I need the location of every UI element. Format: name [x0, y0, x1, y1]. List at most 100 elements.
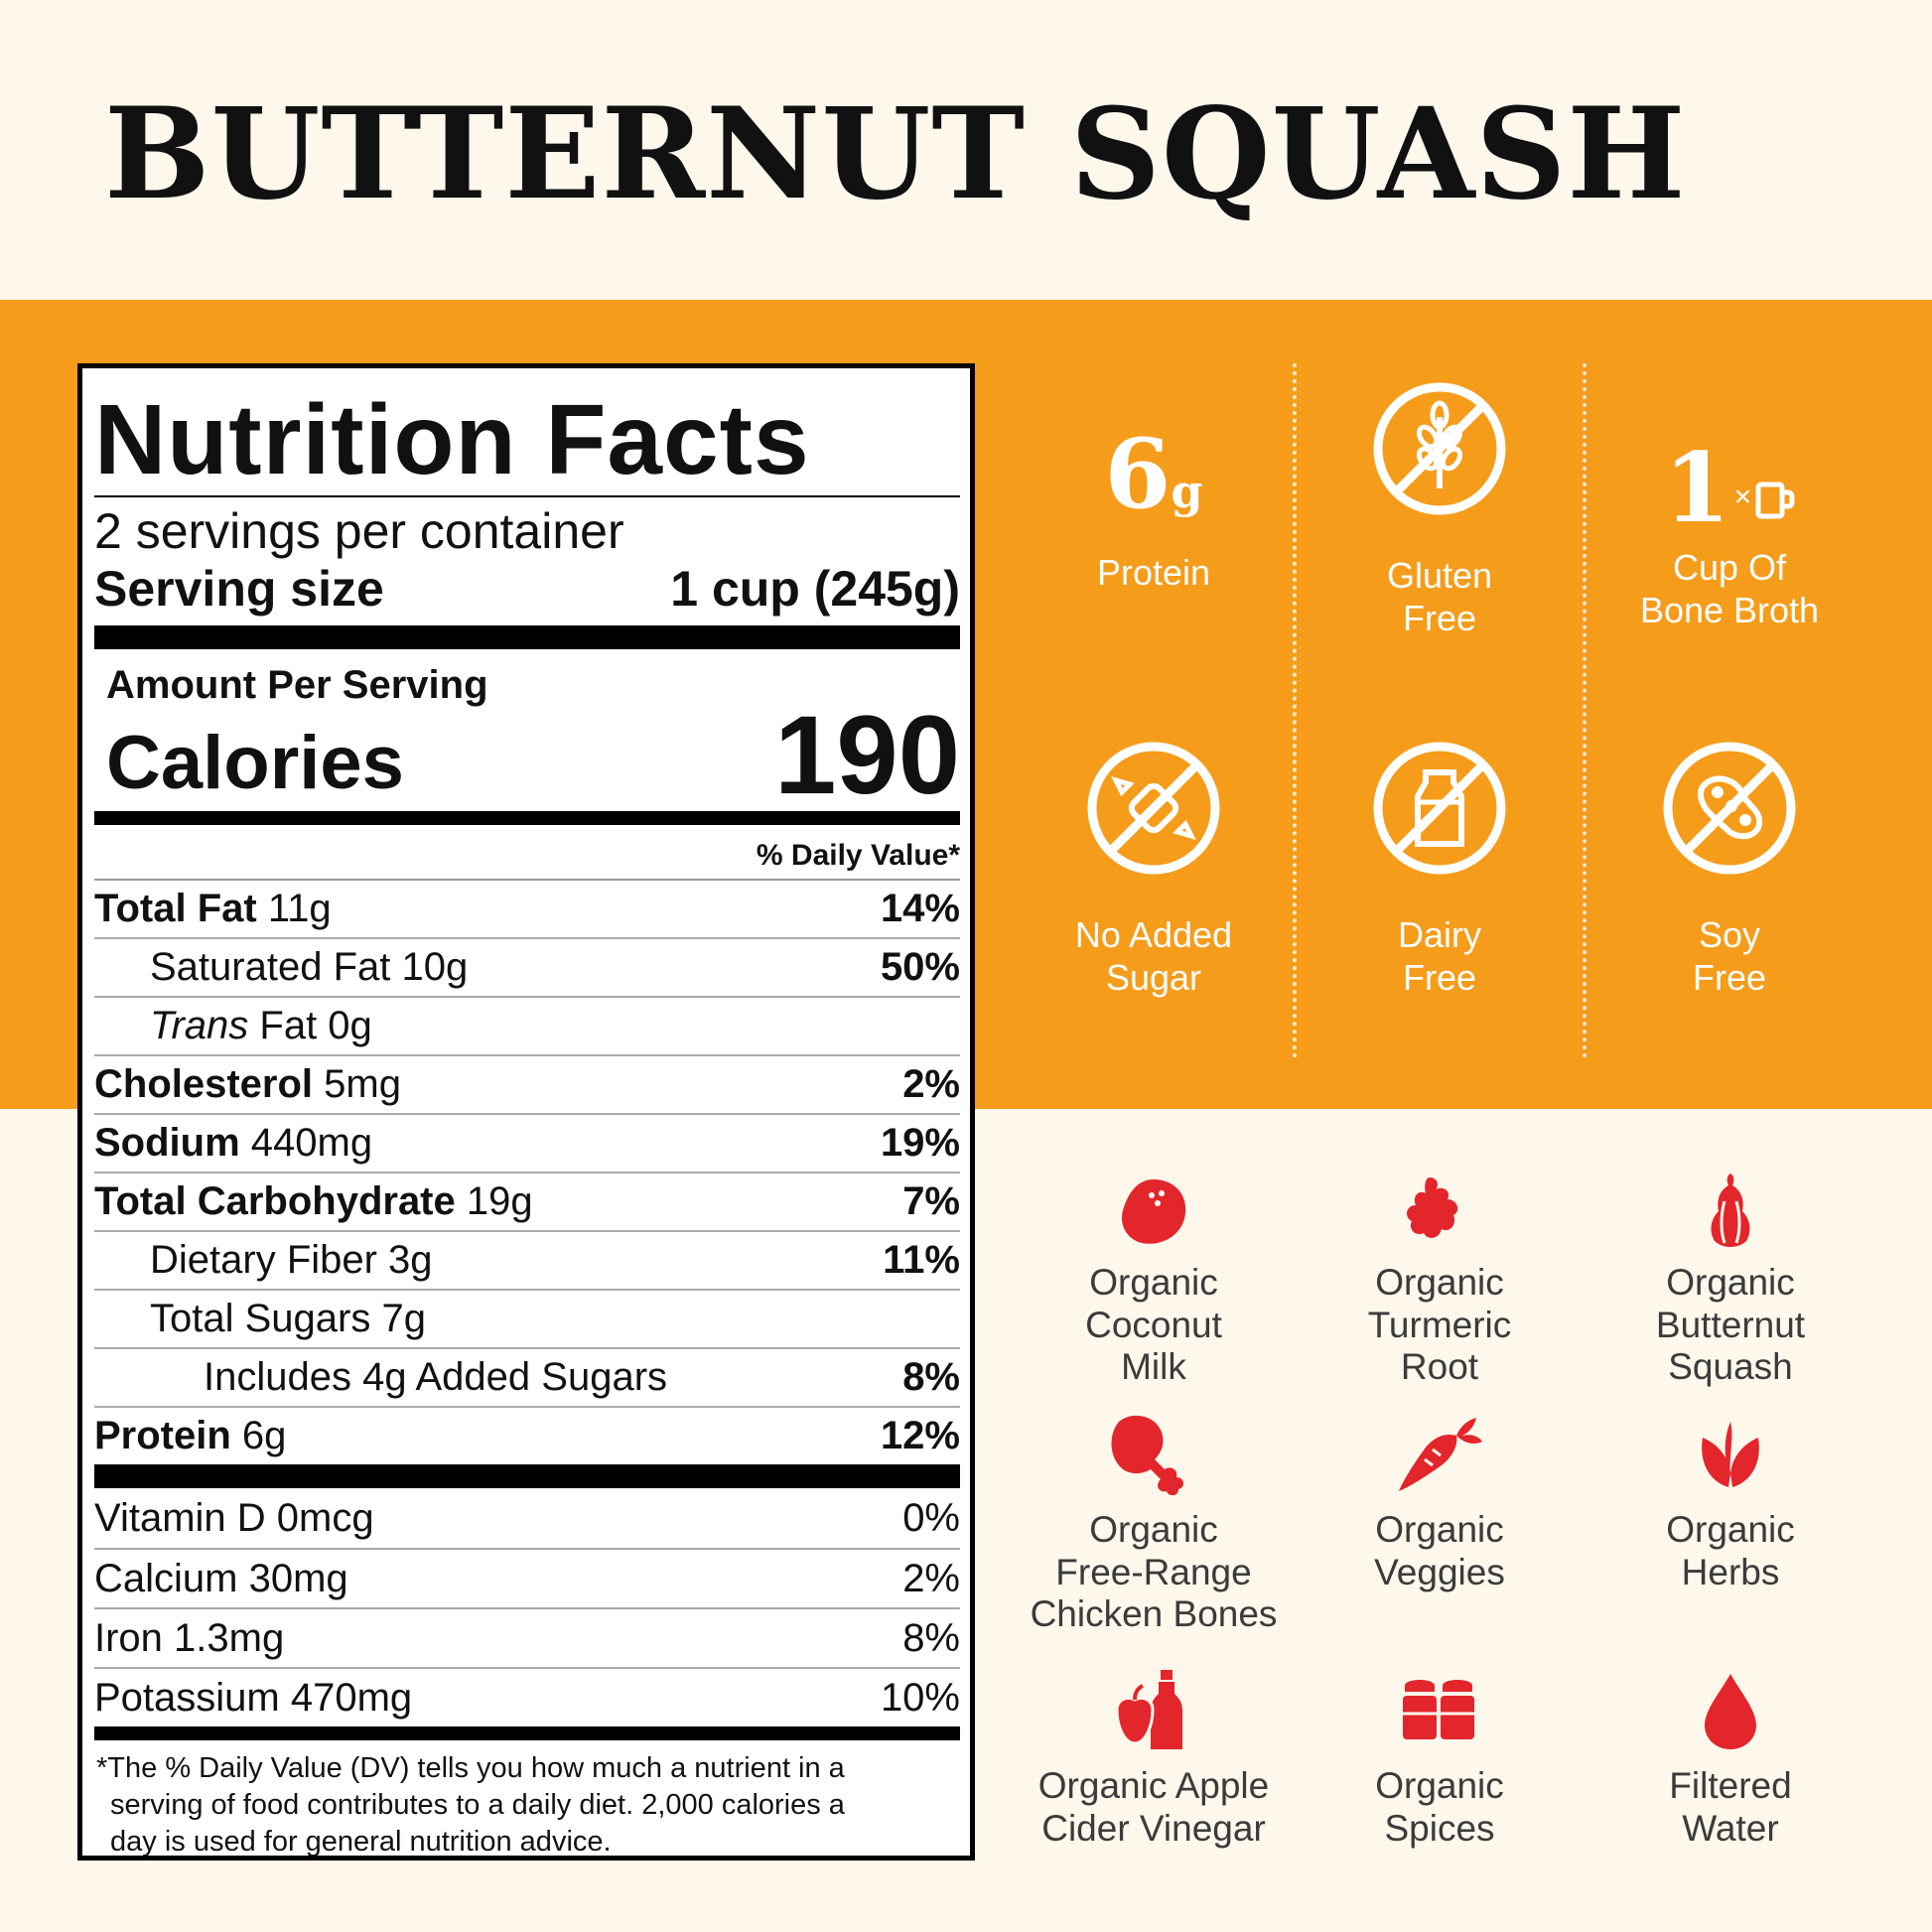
nutrient-amount: 5mg	[313, 1062, 401, 1106]
nutrition-facts-heading: Nutrition Facts	[94, 384, 810, 495]
no-wheat-icon	[1373, 382, 1506, 515]
servings-per-container: 2 servings per container	[94, 503, 624, 559]
nutrient-name: Protein	[94, 1414, 231, 1457]
ingredient-label: Organic Turmeric Root	[1367, 1262, 1512, 1388]
vitamin-row: Vitamin D 0mcg 0%	[94, 1488, 960, 1550]
ingredient-herbs: Organic Herbs	[1582, 1412, 1879, 1593]
feature-label: Protein	[1096, 552, 1211, 593]
feature-label: Cup Of Bone Broth	[1639, 547, 1820, 631]
vitamin-label: Iron 1.3mg	[94, 1615, 285, 1660]
feature-soy-free: Soy Free	[1586, 741, 1873, 999]
nutrient-amount: Fat 0g	[248, 1004, 372, 1047]
vitamin-row: Potassium 470mg 10%	[94, 1669, 960, 1726]
squash-icon	[1711, 1173, 1750, 1247]
nutrient-amount: 11g	[256, 887, 332, 930]
spice-shakers-icon	[1403, 1680, 1474, 1739]
divider	[94, 495, 960, 497]
ingredient-butternut-squash: Organic Butternut Squash	[1582, 1172, 1879, 1389]
nutrient-percent: 14%	[880, 887, 960, 930]
medium-divider	[94, 811, 960, 825]
nutrient-amount: Includes 4g Added Sugars	[204, 1355, 668, 1399]
nutrient-name: Total Fat	[94, 887, 257, 930]
nutrient-row: Saturated Fat 10g 50%	[94, 939, 960, 998]
nutrient-amount: 19g	[455, 1179, 533, 1223]
turmeric-icon	[1407, 1177, 1458, 1238]
thick-divider	[94, 625, 960, 649]
feature-gluten-free: Gluten Free	[1296, 381, 1584, 639]
nutrient-row: Total Carbohydrate 19g 7%	[94, 1173, 960, 1232]
vitamin-percent: 10%	[880, 1675, 960, 1720]
water-drop-icon	[1705, 1674, 1756, 1749]
no-soy-icon	[1663, 742, 1796, 875]
footnote-line: day is used for general nutrition advice…	[110, 1825, 612, 1858]
nutrient-row: Trans Fat 0g	[94, 998, 960, 1056]
ingredient-label: Organic Apple Cider Vinegar	[1037, 1765, 1270, 1849]
footnote-line: serving of food contributes to a daily d…	[110, 1788, 845, 1821]
daily-value-header: % Daily Value*	[94, 825, 960, 881]
ingredient-chicken-bones: Organic Free-Range Chicken Bones	[1005, 1412, 1303, 1636]
nutrient-name: Total Carbohydrate	[94, 1179, 456, 1223]
ingredient-apple-cider-vinegar: Organic Apple Cider Vinegar	[1005, 1668, 1303, 1850]
vitamin-label: Potassium 470mg	[94, 1675, 413, 1720]
nutrient-row: Dietary Fiber 3g 11%	[94, 1232, 960, 1291]
nutrient-percent: 50%	[880, 945, 960, 989]
vitamin-label: Vitamin D 0mcg	[94, 1495, 374, 1540]
nutrient-percent: 11%	[883, 1238, 960, 1282]
ingredient-filtered-water: Filtered Water	[1582, 1668, 1879, 1850]
nutrient-percent: 7%	[902, 1179, 960, 1223]
feature-protein: 6g Protein	[1010, 427, 1298, 594]
nutrient-name: Cholesterol	[94, 1062, 314, 1106]
amount-per-serving: Amount Per Serving	[106, 663, 488, 707]
calories-value: 190	[774, 693, 960, 817]
calories-label: Calories	[106, 721, 404, 805]
vitamin-percent: 8%	[902, 1615, 960, 1660]
feature-label: Dairy Free	[1397, 914, 1481, 999]
nutrition-facts-label: Nutrition Facts 2 servings per container…	[77, 363, 975, 1861]
ingredient-label: Organic Coconut Milk	[1085, 1262, 1222, 1388]
ingredient-spices: Organic Spices	[1291, 1668, 1588, 1850]
feature-label: No Added Sugar	[1074, 914, 1233, 999]
ingredient-label: Organic Herbs	[1666, 1509, 1795, 1592]
thick-divider	[94, 1464, 960, 1488]
nutrient-row: Includes 4g Added Sugars 8%	[94, 1349, 960, 1408]
nutrient-row: Protein 6g 12%	[94, 1408, 960, 1464]
ingredient-label: Organic Butternut Squash	[1655, 1262, 1806, 1388]
ingredient-coconut-milk: Organic Coconut Milk	[1005, 1172, 1303, 1389]
cup-icon: 1 ×	[1586, 422, 1873, 536]
chicken-leg-icon	[1111, 1415, 1183, 1495]
nutrient-row: Total Sugars 7g	[94, 1291, 960, 1349]
footnote-line: The % Daily Value (DV) tells you how muc…	[107, 1752, 845, 1784]
ingredient-label: Organic Spices	[1375, 1765, 1504, 1849]
ingredient-label: Filtered Water	[1669, 1765, 1792, 1849]
dotted-divider	[1583, 363, 1587, 1058]
nutrient-amount: 6g	[230, 1414, 287, 1457]
nutrient-amount: Saturated Fat 10g	[150, 945, 469, 989]
medium-divider	[94, 1726, 960, 1740]
nutrient-amount: Total Sugars 7g	[150, 1297, 426, 1340]
vitamin-percent: 0%	[902, 1495, 960, 1540]
nutrient-percent: 2%	[902, 1062, 960, 1106]
vitamin-percent: 2%	[902, 1556, 960, 1600]
footnote: *The % Daily Value (DV) tells you how mu…	[94, 1740, 960, 1860]
vitamin-row: Iron 1.3mg 8%	[94, 1609, 960, 1669]
no-candy-icon	[1087, 742, 1220, 875]
vitamin-label: Calcium 30mg	[94, 1556, 348, 1600]
protein-number: 6g	[1104, 418, 1203, 530]
apple-bottle-icon	[1115, 1670, 1182, 1749]
serving-size-label: Serving size	[94, 560, 384, 617]
nutrient-name: Sodium	[94, 1121, 240, 1165]
ingredient-label: Organic Free-Range Chicken Bones	[1030, 1509, 1278, 1635]
ingredient-label: Organic Veggies	[1374, 1509, 1505, 1592]
carrot-icon	[1399, 1418, 1482, 1491]
no-milk-icon	[1373, 742, 1506, 875]
leaves-icon	[1702, 1422, 1759, 1487]
ingredient-veggies: Organic Veggies	[1291, 1412, 1588, 1593]
nutrient-amount: 440mg	[239, 1121, 373, 1165]
nutrient-amount: Dietary Fiber 3g	[150, 1238, 433, 1282]
nutrient-row: Total Fat 11g 14%	[94, 881, 960, 939]
feature-dairy-free: Dairy Free	[1296, 741, 1584, 999]
feature-label: Soy Free	[1692, 914, 1767, 999]
calories-row: Calories 190	[106, 700, 960, 811]
feature-no-added-sugar: No Added Sugar	[1010, 741, 1298, 999]
coconut-icon	[1122, 1179, 1186, 1244]
